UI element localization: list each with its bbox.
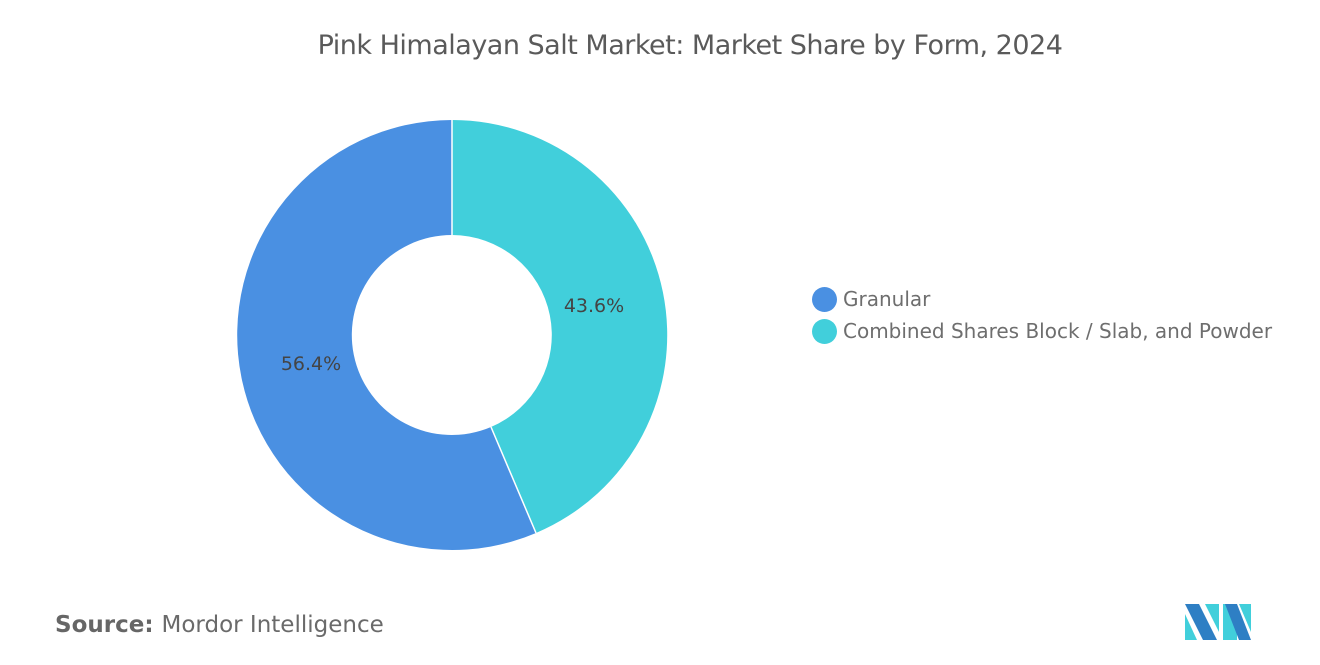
source-label: Source:: [55, 612, 154, 638]
legend-item-combined: Combined Shares Block / Slab, and Powder: [812, 315, 1272, 347]
chart-title: Pink Himalayan Salt Market: Market Share…: [317, 30, 1063, 61]
legend: Granular Combined Shares Block / Slab, a…: [812, 283, 1272, 347]
slice-granular: [237, 120, 536, 550]
legend-label: Granular: [843, 287, 931, 311]
source-note: Source: Mordor Intelligence: [55, 612, 384, 638]
mordor-intelligence-logo-icon: [1185, 604, 1251, 640]
legend-swatch-icon: [812, 286, 837, 312]
legend-item-granular: Granular: [812, 283, 1272, 315]
legend-swatch-icon: [812, 318, 837, 344]
legend-label: Combined Shares Block / Slab, and Powder: [843, 319, 1273, 343]
slice-label-granular: 56.4%: [281, 353, 341, 375]
slice-combined: [452, 119, 668, 533]
slice-label-combined: 43.6%: [564, 295, 624, 317]
source-value: Mordor Intelligence: [161, 612, 384, 638]
